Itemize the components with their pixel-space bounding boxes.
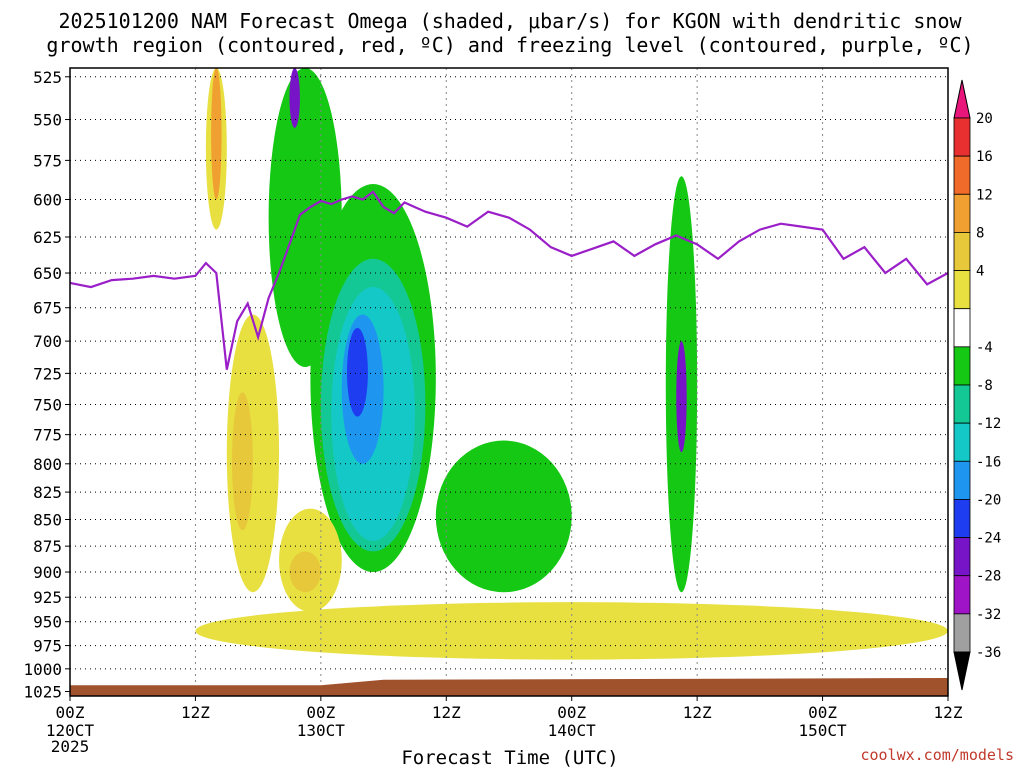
y-tick-label: 600	[33, 190, 62, 209]
colorbar-segment	[953, 422, 971, 462]
x-tick-label-date: 140CT	[548, 721, 597, 740]
y-tick-label: 900	[33, 563, 62, 582]
colorbar-segment	[953, 537, 971, 577]
y-tick-label: 650	[33, 264, 62, 283]
x-tick-label-time: 12Z	[432, 703, 461, 722]
colorbar-label: -32	[976, 607, 1001, 623]
colorbar-label: -8	[976, 378, 993, 394]
x-tick-label-date: 120CT	[46, 721, 95, 740]
y-tick-label: 725	[33, 364, 62, 383]
y-tick-label: 1025	[23, 683, 62, 702]
omega-blob-neg24	[676, 341, 687, 453]
x-tick-label-time: 12Z	[934, 703, 963, 722]
y-tick-label: 950	[33, 613, 62, 632]
y-tick-label: 925	[33, 588, 62, 607]
colorbar-top-cap	[953, 79, 971, 119]
colorbar-segment	[953, 613, 971, 653]
x-tick-label-time: 00Z	[808, 703, 837, 722]
colorbar-label: -4	[976, 340, 993, 356]
colorbar-label: 20	[976, 111, 993, 127]
y-tick-label: 850	[33, 511, 62, 530]
colorbar-label: 12	[976, 187, 993, 203]
y-tick-label: 800	[33, 455, 62, 474]
y-tick-label: 700	[33, 332, 62, 351]
colorbar-label: -36	[976, 645, 1001, 661]
chart-title-line1: 2025101200 NAM Forecast Omega (shaded, μ…	[58, 9, 962, 33]
plot-area	[70, 68, 948, 696]
colorbar-segment	[953, 499, 971, 538]
y-tick-label: 675	[33, 299, 62, 318]
omega-blob-neg24	[289, 68, 300, 128]
y-tick-label: 775	[33, 426, 62, 445]
colorbar-segment	[953, 193, 971, 233]
omega-regions	[195, 68, 948, 660]
x-tick-label-date: 130CT	[297, 721, 346, 740]
colorbar-segment	[953, 575, 971, 615]
omega-blob-pos8	[232, 392, 253, 531]
colorbar-label: -20	[976, 492, 1001, 508]
colorbar-segment	[953, 155, 971, 195]
plot-frame	[69, 67, 949, 697]
chart-title-line2: growth region (contoured, red, ºC) and f…	[46, 33, 973, 57]
freezing-level-contour	[69, 190, 949, 370]
x-tick-label-time: 00Z	[306, 703, 335, 722]
colorbar-segment	[953, 308, 971, 348]
y-tick-label: 550	[33, 111, 62, 130]
colorbar-segment	[953, 346, 971, 386]
x-tick-label-time: 12Z	[683, 703, 712, 722]
y-tick-label: 975	[33, 637, 62, 656]
colorbar-segment	[953, 384, 971, 424]
y-tick-label: 825	[33, 483, 62, 502]
colorbar-label: -12	[976, 416, 1001, 432]
x-tick-label-year: 2025	[51, 737, 90, 756]
colorbar-label: -16	[976, 454, 1001, 470]
plot-background	[70, 68, 948, 696]
y-tick-label: 750	[33, 396, 62, 415]
gridlines	[70, 68, 948, 696]
y-tick-label: 575	[33, 151, 62, 170]
colorbar-label: -24	[976, 531, 1001, 547]
colorbar-label: 8	[976, 225, 984, 241]
omega-blob-neg20	[346, 327, 368, 417]
x-tick-label-time: 00Z	[557, 703, 586, 722]
colorbar-segment	[953, 270, 971, 310]
colorbar-label: 16	[976, 149, 993, 165]
colorbar-segment	[953, 117, 971, 157]
y-tick-label: 525	[33, 68, 62, 87]
colorbar-label: -28	[976, 569, 1001, 585]
omega-blob-pos4	[195, 602, 948, 660]
y-tick-label: 875	[33, 537, 62, 556]
x-tick-label-date: 150CT	[798, 721, 847, 740]
omega-blob-neg4	[435, 440, 572, 593]
colorbar-segment	[953, 232, 971, 271]
terrain-fill	[70, 677, 948, 696]
colorbar: 20 16 12 8 4 -4 -8 -12 -16 -20 -24 -28 -32 -36	[953, 79, 1001, 691]
y-tick-label: 1000	[23, 660, 62, 679]
x-tick-label-time: 00Z	[56, 703, 85, 722]
colorbar-label: 4	[976, 264, 984, 280]
terrain-band	[70, 677, 948, 696]
y-tick-label: 625	[33, 228, 62, 247]
colorbar-bottom-cap	[953, 651, 971, 691]
y-tick-labels: 525 550 575 600 625 650 675 700 725 750 775 800 825 8…	[23, 68, 70, 702]
axes	[69, 67, 949, 697]
omega-blob-pos12	[211, 68, 222, 200]
colorbar-segment	[953, 460, 971, 500]
x-tick-label-time: 12Z	[181, 703, 210, 722]
freezing-level-line	[69, 190, 949, 370]
x-axis-title: Forecast Time (UTC)	[401, 747, 618, 768]
credit-text: coolwx.com/models	[860, 746, 1014, 764]
omega-shading	[195, 68, 948, 660]
